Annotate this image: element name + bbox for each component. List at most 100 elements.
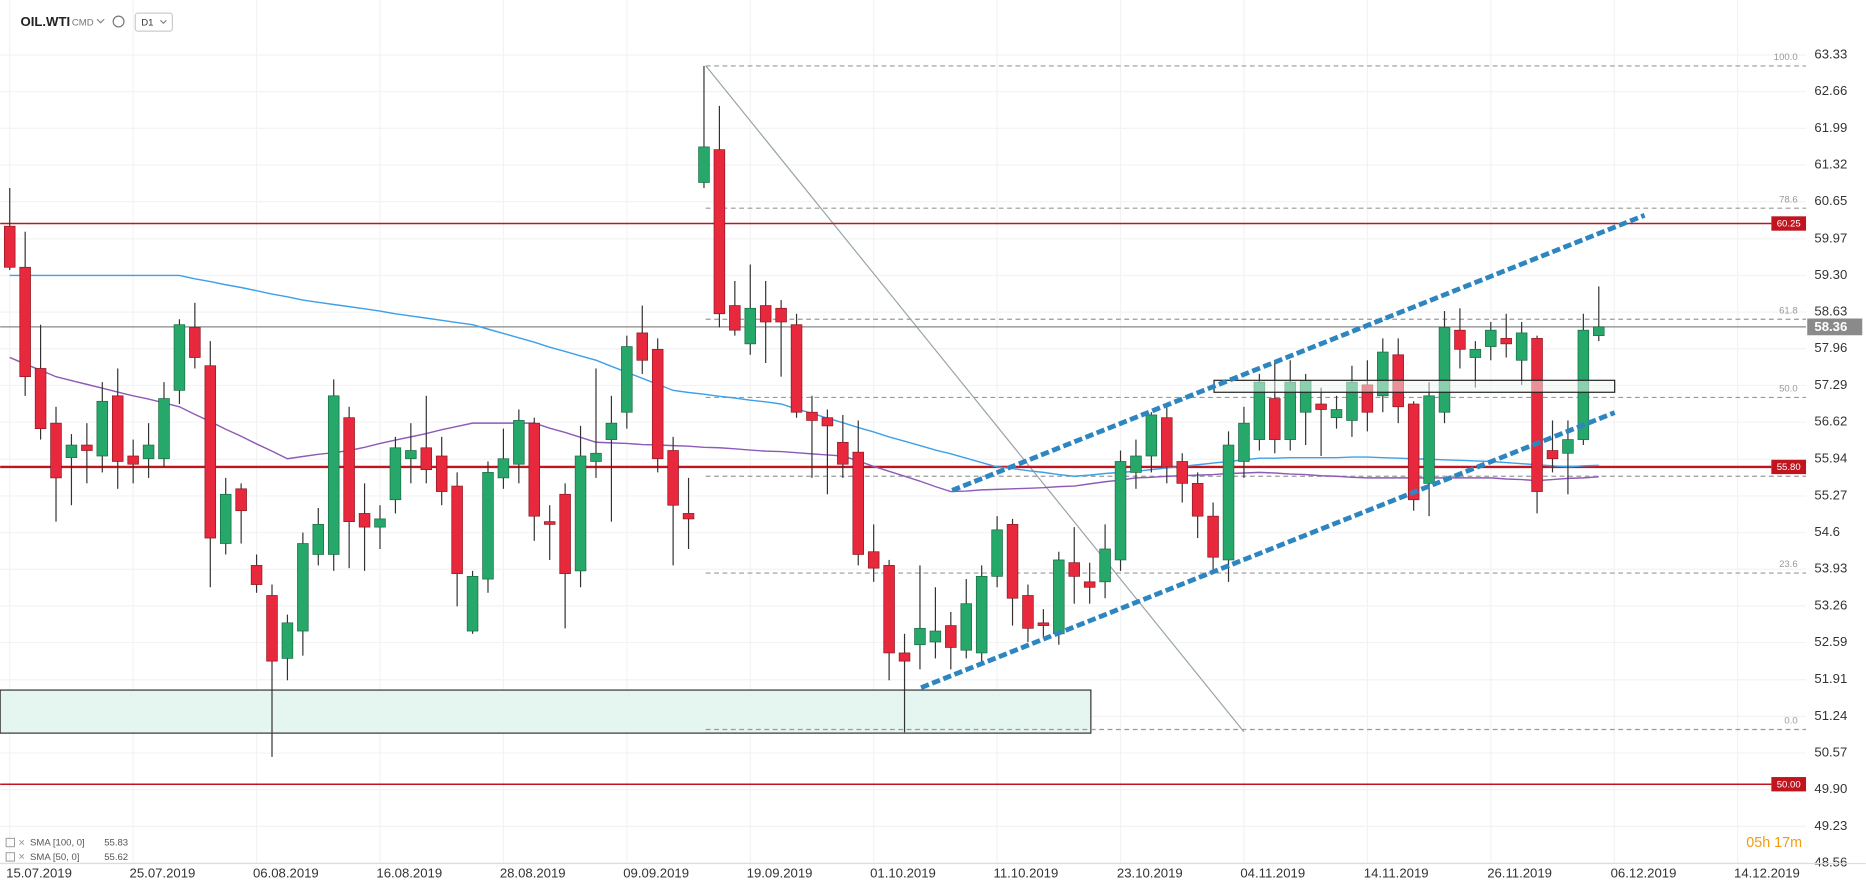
candle-body — [81, 444, 93, 451]
y-tick-label: 61.32 — [1814, 156, 1847, 171]
candle-body — [621, 346, 633, 413]
y-tick-label: 48.56 — [1814, 854, 1847, 869]
x-tick-label: 06.12.2019 — [1611, 866, 1677, 881]
candle-body — [50, 422, 62, 479]
legend-name: SMA [50, 0] — [30, 852, 79, 863]
legend-icon[interactable] — [5, 837, 15, 848]
candle-body — [1191, 482, 1204, 517]
candle-body — [991, 529, 1003, 577]
interval-box[interactable] — [134, 12, 173, 32]
candle-body — [3, 225, 16, 268]
y-tick-label: 52.59 — [1814, 634, 1847, 649]
candle-body — [389, 447, 402, 501]
resistance-box — [1213, 379, 1616, 393]
candle-body — [929, 630, 942, 643]
candle-body — [297, 543, 309, 632]
levels-layer: 100.0 78.6 61.8 50.0 23.6 0.0 60.25 55.80 50.00 — [0, 52, 1807, 792]
candle-body — [482, 472, 494, 580]
dropdown-arrow[interactable] — [96, 18, 105, 24]
candle-body — [759, 305, 772, 323]
symbol: OIL.WTI — [20, 14, 70, 29]
candle-body — [1222, 444, 1235, 561]
interval[interactable]: D1 — [141, 17, 153, 28]
fib-label: 78.6 — [1779, 194, 1798, 205]
y-tick-label: 62.66 — [1814, 83, 1847, 98]
info-icon[interactable] — [112, 15, 125, 28]
y-tick-label: 54.6 — [1814, 524, 1840, 539]
candle-body — [651, 348, 664, 460]
y-tick-label: 51.24 — [1814, 708, 1847, 723]
candle-body — [960, 603, 972, 651]
x-tick-label: 26.11.2019 — [1487, 866, 1552, 881]
level-tag — [1771, 777, 1807, 792]
y-tick-label: 55.27 — [1814, 487, 1847, 502]
y-tick-label: 56.62 — [1814, 414, 1847, 429]
market[interactable]: CMD — [72, 17, 94, 28]
interval-select[interactable]: D1 — [134, 12, 173, 32]
level-label: 60.25 — [1777, 219, 1801, 230]
candle-body — [698, 146, 710, 183]
candle-body — [1593, 326, 1605, 337]
candle-body — [914, 627, 926, 646]
candle-body — [1207, 515, 1219, 558]
timer: 05h 17m — [1746, 835, 1802, 851]
legend-value: 55.83 — [104, 838, 128, 849]
fib-label: 61.8 — [1779, 305, 1798, 316]
candle-body — [898, 652, 911, 662]
candle-body — [1500, 338, 1512, 345]
candle-body — [34, 368, 47, 430]
legend-close[interactable]: ✕ — [18, 852, 25, 862]
x-tick-label: 14.11.2019 — [1364, 866, 1429, 881]
legend-icon[interactable] — [5, 852, 15, 862]
legend-close[interactable]: ✕ — [18, 837, 25, 847]
x-tick-label: 25.07.2019 — [130, 866, 196, 881]
candle-body — [1053, 559, 1065, 635]
candle-body — [806, 411, 818, 421]
x-tick-label: 11.10.2019 — [994, 866, 1059, 881]
y-tick-label: 58.63 — [1814, 304, 1847, 319]
axis-layer: 63.33 62.66 61.99 61.32 60.65 59.97 59.30 58.63… — [0, 46, 1866, 881]
x-tick-label: 19.09.2019 — [747, 866, 813, 881]
dropdown-arrow[interactable] — [159, 19, 167, 25]
candle-body — [682, 513, 695, 520]
y-tick-label: 61.99 — [1814, 120, 1847, 135]
candle-body — [528, 422, 541, 517]
candle-body — [19, 266, 31, 378]
candle-body — [1469, 348, 1482, 358]
x-tick-label: 28.08.2019 — [500, 866, 566, 881]
y-tick-label: 57.29 — [1814, 377, 1847, 392]
candle-body — [250, 565, 263, 585]
x-tick-label: 09.09.2019 — [623, 866, 689, 881]
candle-body — [1407, 403, 1420, 501]
candle-body — [852, 451, 864, 555]
candle-body — [636, 332, 649, 361]
market-select[interactable]: CMD — [72, 17, 105, 28]
y-tick-label: 51.91 — [1814, 671, 1847, 686]
candle-body — [713, 149, 726, 315]
candle-body — [466, 575, 479, 632]
candle-body — [1454, 329, 1466, 350]
candle-body — [1423, 395, 1435, 484]
candle-body — [513, 420, 525, 465]
candle-body — [729, 305, 741, 331]
level-tag — [1771, 216, 1807, 231]
candle-body — [451, 485, 463, 574]
fib-label: 0.0 — [1784, 716, 1797, 727]
candle-body — [327, 395, 340, 555]
candle-body — [1330, 409, 1343, 419]
candle-body — [590, 452, 602, 462]
candle-body — [867, 551, 880, 569]
candle-body — [744, 307, 757, 345]
candle-body — [266, 595, 278, 662]
y-tick-label: 49.90 — [1814, 781, 1847, 796]
x-tick-label: 15.07.2019 — [6, 866, 72, 881]
candle-body — [790, 324, 803, 413]
channel-upper — [951, 213, 1646, 493]
candle-body — [1176, 461, 1188, 484]
candle-body — [358, 513, 371, 528]
candle-body — [1238, 422, 1250, 462]
sma-line — [9, 356, 1599, 493]
candle-body — [1006, 524, 1019, 599]
